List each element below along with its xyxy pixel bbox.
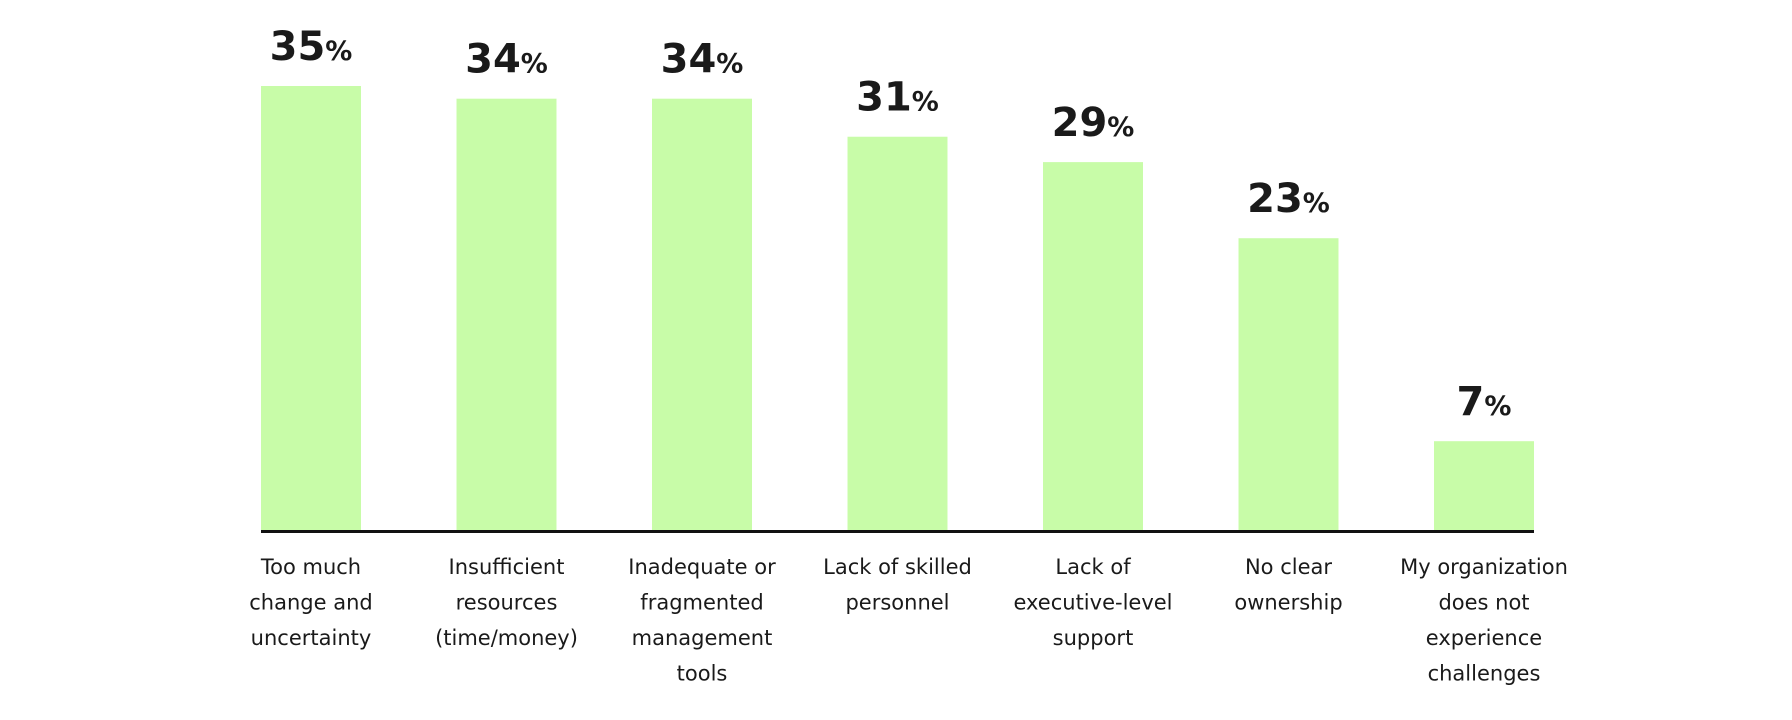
category-label: Inadequate or fragmented management tools [628, 555, 776, 686]
category-labels-group: Too much change and uncertainty Insufficien… [249, 555, 1568, 686]
value-label: 29% [1052, 100, 1135, 146]
bar [1434, 441, 1534, 530]
value-label: 34% [465, 37, 548, 83]
bar [847, 136, 948, 530]
value-label: 31% [856, 75, 939, 121]
value-label: 7% [1457, 379, 1512, 425]
bar [261, 86, 361, 530]
category-label: Lack of executive-level support [1013, 555, 1172, 650]
bar [456, 98, 557, 530]
value-label: 23% [1247, 176, 1330, 222]
category-label: No clear ownership [1234, 555, 1342, 615]
value-label: 35% [270, 24, 353, 70]
category-label: Lack of skilled personnel [823, 555, 972, 615]
category-label: My organization does not experience challen… [1400, 555, 1568, 686]
bar [1238, 238, 1339, 530]
bars-group [261, 86, 1534, 530]
category-label: Insufficient resources (time/money) [435, 555, 578, 650]
bar [1043, 162, 1143, 530]
value-labels-group: 35% 34% 34% 31% 29% 23% 7% [270, 24, 1512, 425]
value-label: 34% [661, 37, 744, 83]
bar [652, 98, 752, 530]
category-label: Too much change and uncertainty [249, 555, 372, 650]
